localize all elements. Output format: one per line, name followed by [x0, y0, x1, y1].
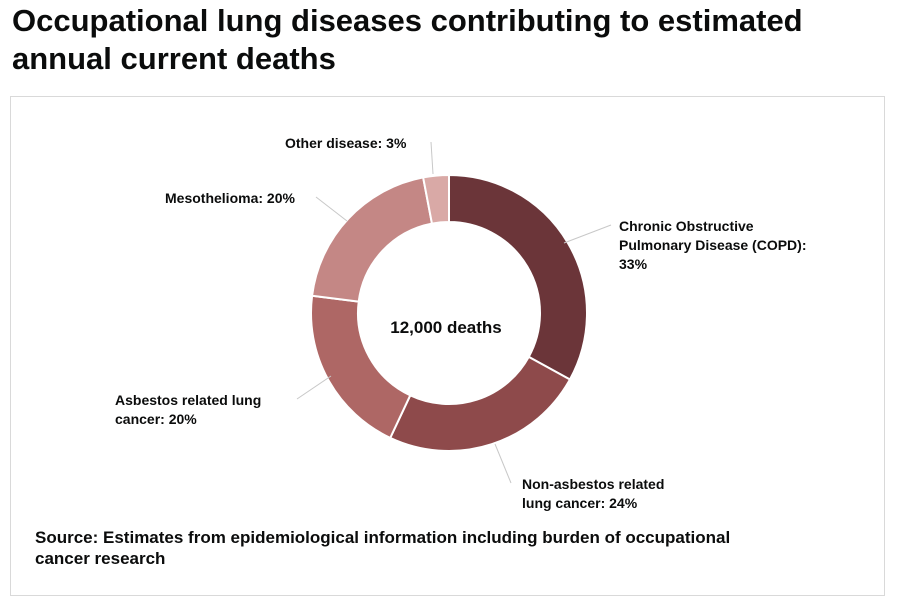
slice-label-non-asbestos-lung-cancer: Non-asbestos related lung cancer: 24%	[522, 476, 665, 511]
leader-line-asbestos-lung-cancer	[296, 375, 332, 400]
donut-center-label: 12,000 deaths	[390, 318, 502, 337]
leader-line-copd	[563, 224, 612, 244]
donut-slice-other-disease	[421, 173, 450, 225]
chart-panel: 12,000 deaths Chronic Obstructive Pulmon…	[10, 96, 885, 596]
chart-title: Occupational lung diseases contributing …	[12, 3, 803, 76]
leader-line-mesothelioma	[315, 196, 348, 222]
donut-slice-copd	[448, 173, 588, 381]
leader-line-non-asbestos-lung-cancer	[494, 443, 512, 484]
chart-source-note: Source: Estimates from epidemiological i…	[35, 528, 731, 568]
slice-label-copd: Chronic Obstructive Pulmonary Disease (C…	[619, 218, 807, 272]
slice-label-other-disease: Other disease: 3%	[285, 135, 407, 151]
slice-label-asbestos-lung-cancer: Asbestos related lung cancer: 20%	[115, 392, 262, 427]
leader-line-other-disease	[430, 141, 434, 175]
donut-chart	[296, 141, 612, 484]
slice-label-mesothelioma: Mesothelioma: 20%	[165, 190, 295, 206]
donut-slice-non-asbestos-lung-cancer	[388, 355, 572, 452]
